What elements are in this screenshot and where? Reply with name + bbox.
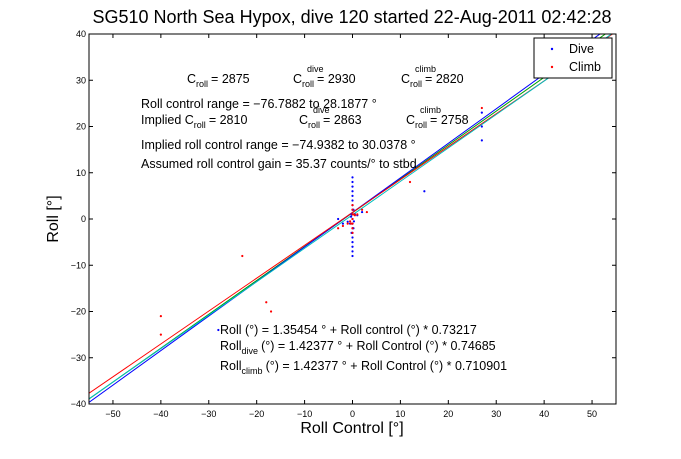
marker-climb <box>351 231 354 234</box>
marker-climb <box>269 310 273 313</box>
marker-dive <box>351 236 354 239</box>
marker-climb <box>351 208 354 211</box>
marker-dive <box>351 190 354 193</box>
marker-climb <box>480 106 483 110</box>
marker-climb <box>408 180 412 184</box>
x-axis-ticks: −50 −40 −30 −20 −10 0 10 20 30 40 50 <box>105 34 597 419</box>
marker-dive <box>217 328 220 332</box>
ann-eq-all: Roll (°) = 1.35454 ° + Roll control (°) … <box>220 323 477 337</box>
marker-climb <box>241 254 244 258</box>
marker-dive <box>423 190 426 193</box>
marker-climb <box>351 217 354 221</box>
marker-climb <box>365 210 368 214</box>
marker-dive <box>351 254 354 258</box>
marker-climb <box>356 213 359 216</box>
marker-dive <box>349 215 353 218</box>
marker-dive <box>351 250 354 253</box>
ann-eq-climb: Rollclimb (°) = 1.42377 ° + Roll Control … <box>220 359 507 376</box>
y-tick-label: 30 <box>76 75 86 85</box>
ann-c-dive: Croll = 2930 <box>293 72 356 89</box>
y-tick-label: −10 <box>71 260 86 270</box>
annotations: Croll = 2875 dive Croll = 2930 climb Croll… <box>141 64 507 376</box>
chart-title: SG510 North Sea Hypox, dive 120 started … <box>92 7 611 27</box>
marker-climb <box>349 222 353 225</box>
marker-climb <box>360 208 364 211</box>
y-axis-label: Roll [°] <box>45 195 62 242</box>
x-tick-label: 10 <box>395 409 405 419</box>
marker-dive <box>360 210 364 214</box>
marker-dive <box>480 125 483 128</box>
marker-dive <box>341 222 345 225</box>
marker-dive <box>337 217 340 221</box>
ann-implied-dive: Croll = 2863 <box>299 113 362 130</box>
x-tick-label: −50 <box>105 409 120 419</box>
x-tick-label: 40 <box>539 409 549 419</box>
marker-climb <box>351 227 354 230</box>
marker-dive <box>351 245 354 248</box>
marker-dive <box>352 220 356 223</box>
legend-box <box>533 37 613 79</box>
x-tick-label: 50 <box>587 409 597 419</box>
y-tick-label: −40 <box>71 399 86 409</box>
x-tick-label: 30 <box>491 409 501 419</box>
ann-eq-dive: Rolldive (°) = 1.42377 ° + Roll Control (… <box>220 339 496 356</box>
marker-dive <box>351 176 354 179</box>
ann-c-roll: Croll = 2875 <box>187 72 250 89</box>
ann-roll-control-range: Roll control range = −76.7882 to 28.1877… <box>141 97 377 111</box>
x-axis-label: Roll Control [°] <box>300 420 403 437</box>
y-axis-ticks: −40 −30 −20 −10 0 10 20 30 40 <box>71 29 616 409</box>
marker-dive <box>351 194 354 197</box>
ann-implied-climb: Croll = 2758 <box>406 113 469 130</box>
marker-climb <box>349 220 352 223</box>
data-markers <box>159 106 483 336</box>
marker-climb <box>346 222 349 225</box>
x-tick-label: 0 <box>350 409 355 419</box>
ann-implied-c-roll: Implied Croll = 2810 <box>141 113 247 130</box>
marker-dive <box>351 180 354 184</box>
ann-c-dive-sup: dive <box>307 64 324 74</box>
marker-climb <box>353 214 356 217</box>
marker-climb <box>265 301 268 304</box>
marker-dive <box>346 220 349 223</box>
marker-dive <box>351 199 354 202</box>
marker-climb <box>351 204 354 207</box>
marker-dive <box>351 185 354 188</box>
ann-implied-range: Implied roll control range = −74.9382 to… <box>141 138 416 152</box>
y-tick-label: −30 <box>71 353 86 363</box>
x-tick-label: 20 <box>443 409 453 419</box>
marker-dive <box>351 241 354 244</box>
y-tick-label: 20 <box>76 122 86 132</box>
ann-implied-climb-sup: climb <box>420 105 441 115</box>
marker-climb <box>159 333 162 336</box>
ann-c-climb-sup: climb <box>415 64 436 74</box>
ann-implied-dive-sup: dive <box>313 105 330 115</box>
x-tick-label: −10 <box>297 409 312 419</box>
legend-climb-label: Climb <box>569 60 601 74</box>
marker-climb <box>337 227 340 230</box>
ann-assumed-gain: Assumed roll control gain = 35.37 counts… <box>141 157 417 171</box>
x-tick-label: −40 <box>153 409 168 419</box>
x-tick-label: −20 <box>249 409 264 419</box>
y-tick-label: 40 <box>76 29 86 39</box>
marker-climb <box>341 224 345 228</box>
legend-dive-marker <box>550 47 554 51</box>
marker-climb <box>159 315 162 318</box>
marker-dive <box>480 111 483 114</box>
y-tick-label: 10 <box>76 168 86 178</box>
y-tick-label: −20 <box>71 307 86 317</box>
x-tick-label: −30 <box>201 409 216 419</box>
y-tick-label: 0 <box>81 214 86 224</box>
legend-climb-marker <box>550 65 554 69</box>
ann-c-climb: Croll = 2820 <box>401 72 464 89</box>
legend-dive-label: Dive <box>569 42 594 56</box>
legend: Dive Climb <box>533 37 613 79</box>
marker-dive <box>480 139 483 142</box>
